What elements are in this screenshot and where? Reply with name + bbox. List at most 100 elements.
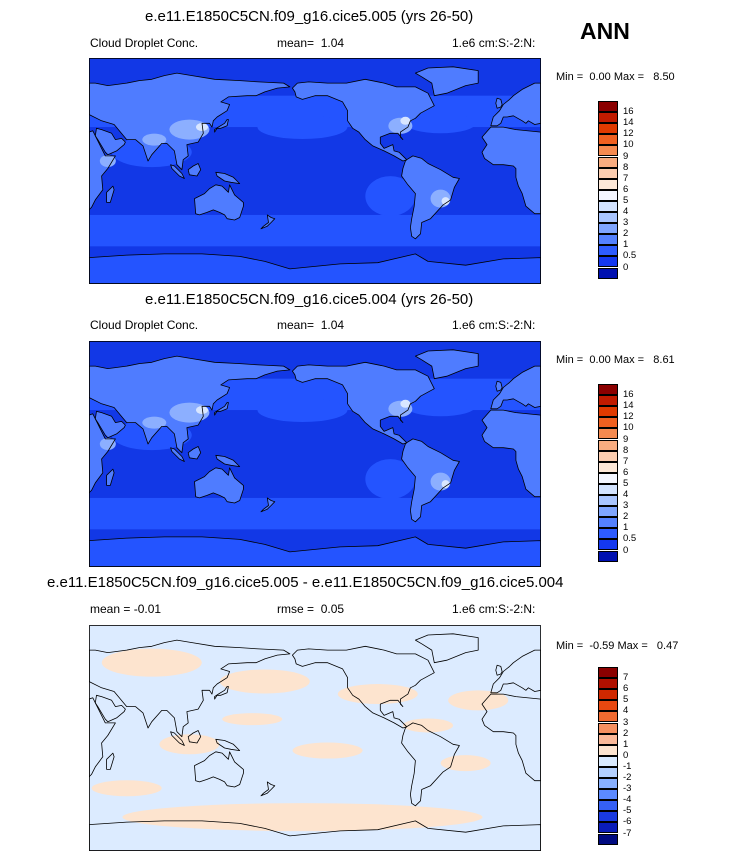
colorbar-box bbox=[598, 528, 618, 540]
map-shape bbox=[215, 172, 240, 184]
colorbar-box bbox=[598, 744, 618, 756]
map-shape bbox=[215, 454, 241, 467]
map-shape bbox=[495, 664, 503, 676]
panel-3-min-label: Min = bbox=[556, 640, 584, 652]
panel-3-rmse: rmse = 0.05 bbox=[277, 602, 344, 616]
colorbar-box bbox=[598, 678, 618, 690]
colorbar-label: 3 bbox=[623, 217, 629, 229]
map-shape bbox=[490, 365, 541, 410]
colorbar-label: 0 bbox=[623, 749, 629, 761]
colorbar-box bbox=[598, 223, 618, 235]
map-shape bbox=[415, 349, 479, 379]
map-shape bbox=[400, 116, 411, 125]
panel-1-mean-value: 1.04 bbox=[320, 36, 345, 50]
colorbar-label: 1 bbox=[623, 738, 629, 750]
colorbar-label: 10 bbox=[623, 139, 634, 151]
colorbar-box bbox=[598, 395, 618, 407]
map-shape bbox=[106, 186, 115, 203]
map-shape bbox=[261, 497, 275, 512]
map-shape bbox=[89, 820, 541, 851]
colorbar-box bbox=[598, 483, 618, 495]
map-shape bbox=[415, 66, 479, 96]
colorbar-label: 6 bbox=[623, 466, 629, 478]
panel-2-minmax: Min = 0.00 Max = 8.61 bbox=[556, 354, 675, 366]
colorbar-label: -3 bbox=[623, 783, 632, 795]
map-shape bbox=[89, 214, 541, 247]
map-shape bbox=[441, 480, 450, 489]
map-shape bbox=[401, 438, 460, 522]
colorbar-label: 2 bbox=[623, 727, 629, 739]
panel-2-min-label: Min = bbox=[556, 354, 584, 366]
map-shape bbox=[482, 410, 541, 497]
map-shape bbox=[89, 625, 541, 851]
map-shape bbox=[159, 734, 220, 755]
map-shape bbox=[214, 119, 229, 133]
colorbar-box bbox=[598, 212, 618, 224]
colorbar-label: 9 bbox=[623, 433, 629, 445]
colorbar-box bbox=[598, 461, 618, 473]
map-shape bbox=[215, 738, 241, 751]
panel-1-max-value: 8.50 bbox=[653, 71, 675, 83]
colorbar-box bbox=[598, 145, 618, 157]
panel-2-units: 1.e6 cm:S:-2:N: bbox=[452, 318, 536, 332]
colorbar-label: 5 bbox=[623, 694, 629, 706]
map-shape bbox=[89, 413, 116, 494]
season-label: ANN bbox=[580, 18, 630, 44]
map-shape bbox=[401, 722, 460, 807]
colorbar-box bbox=[598, 550, 618, 562]
map-shape bbox=[194, 184, 244, 221]
colorbar-box bbox=[598, 822, 618, 834]
map-shape bbox=[414, 349, 479, 380]
map-shape bbox=[291, 645, 435, 729]
colorbar-label: -5 bbox=[623, 805, 632, 817]
colorbar-label: 6 bbox=[623, 683, 629, 695]
colorbar-label: 1 bbox=[623, 522, 629, 534]
map-shape bbox=[99, 437, 116, 450]
map-shape bbox=[187, 730, 202, 744]
map-shape bbox=[187, 446, 202, 460]
colorbar-box bbox=[598, 123, 618, 135]
map-shape bbox=[170, 447, 185, 462]
colorbar-box bbox=[598, 733, 618, 745]
colorbar-box bbox=[598, 755, 618, 767]
map-shape bbox=[222, 713, 283, 726]
map-shape bbox=[400, 399, 411, 408]
panel-1-variable-label: Cloud Droplet Conc. bbox=[90, 36, 199, 50]
panel-3-max-value: 0.47 bbox=[656, 640, 679, 652]
map-shape bbox=[292, 79, 435, 161]
map-shape bbox=[219, 669, 310, 694]
colorbar-label: 16 bbox=[623, 389, 634, 401]
map-shape bbox=[170, 164, 185, 179]
map-shape bbox=[292, 362, 435, 444]
colorbar-box bbox=[598, 506, 618, 518]
map-shape bbox=[214, 686, 229, 700]
colorbar-box bbox=[598, 178, 618, 190]
map-shape bbox=[414, 66, 479, 97]
map-shape bbox=[196, 406, 208, 415]
colorbar-box bbox=[598, 134, 618, 146]
panel-2-variable-label: Cloud Droplet Conc. bbox=[90, 318, 199, 332]
colorbar-label: -4 bbox=[623, 794, 632, 806]
panel-2-title: e.e11.E1850C5CN.f09_g16.cice5.004 (yrs 2… bbox=[145, 291, 474, 308]
map-shape bbox=[365, 459, 416, 500]
map-shape bbox=[91, 780, 162, 797]
colorbar-label: 0 bbox=[623, 544, 629, 556]
panel-2-mean: mean= 1.04 bbox=[277, 318, 344, 332]
map-shape bbox=[89, 497, 541, 530]
map-shape bbox=[106, 185, 115, 203]
map-shape bbox=[89, 58, 541, 284]
colorbar-label: 16 bbox=[623, 106, 634, 118]
colorbar-box bbox=[598, 439, 618, 451]
colorbar-label: 9 bbox=[623, 150, 629, 162]
colorbar-box bbox=[598, 417, 618, 429]
map-shape bbox=[495, 97, 503, 109]
colorbar-box bbox=[598, 450, 618, 462]
colorbar-box bbox=[598, 689, 618, 701]
map-shape bbox=[142, 416, 167, 429]
colorbar-box bbox=[598, 766, 618, 778]
colorbar-box bbox=[598, 711, 618, 723]
map-shape bbox=[101, 648, 202, 677]
colorbar-label: -1 bbox=[623, 760, 632, 772]
map-shape bbox=[481, 693, 541, 782]
panel-1-map bbox=[89, 58, 541, 284]
